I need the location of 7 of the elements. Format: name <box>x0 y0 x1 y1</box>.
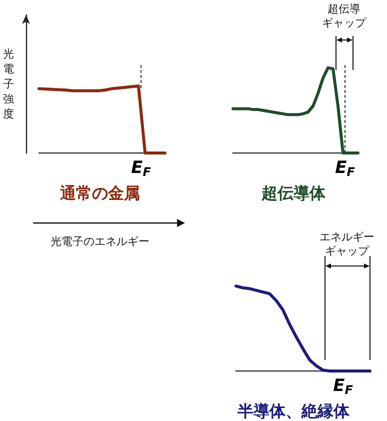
text: 超伝導ギャップ <box>322 2 367 30</box>
text: エネルギーギャップ <box>320 230 374 258</box>
x-axis-title: 光電子のエネルギー <box>50 235 150 248</box>
text: 超伝導体 <box>260 184 326 202</box>
text: 通常の金属 <box>59 184 140 202</box>
text: 半導体、絶縁体 <box>236 402 350 420</box>
y-axis-title: 光電子強度 <box>3 48 14 120</box>
